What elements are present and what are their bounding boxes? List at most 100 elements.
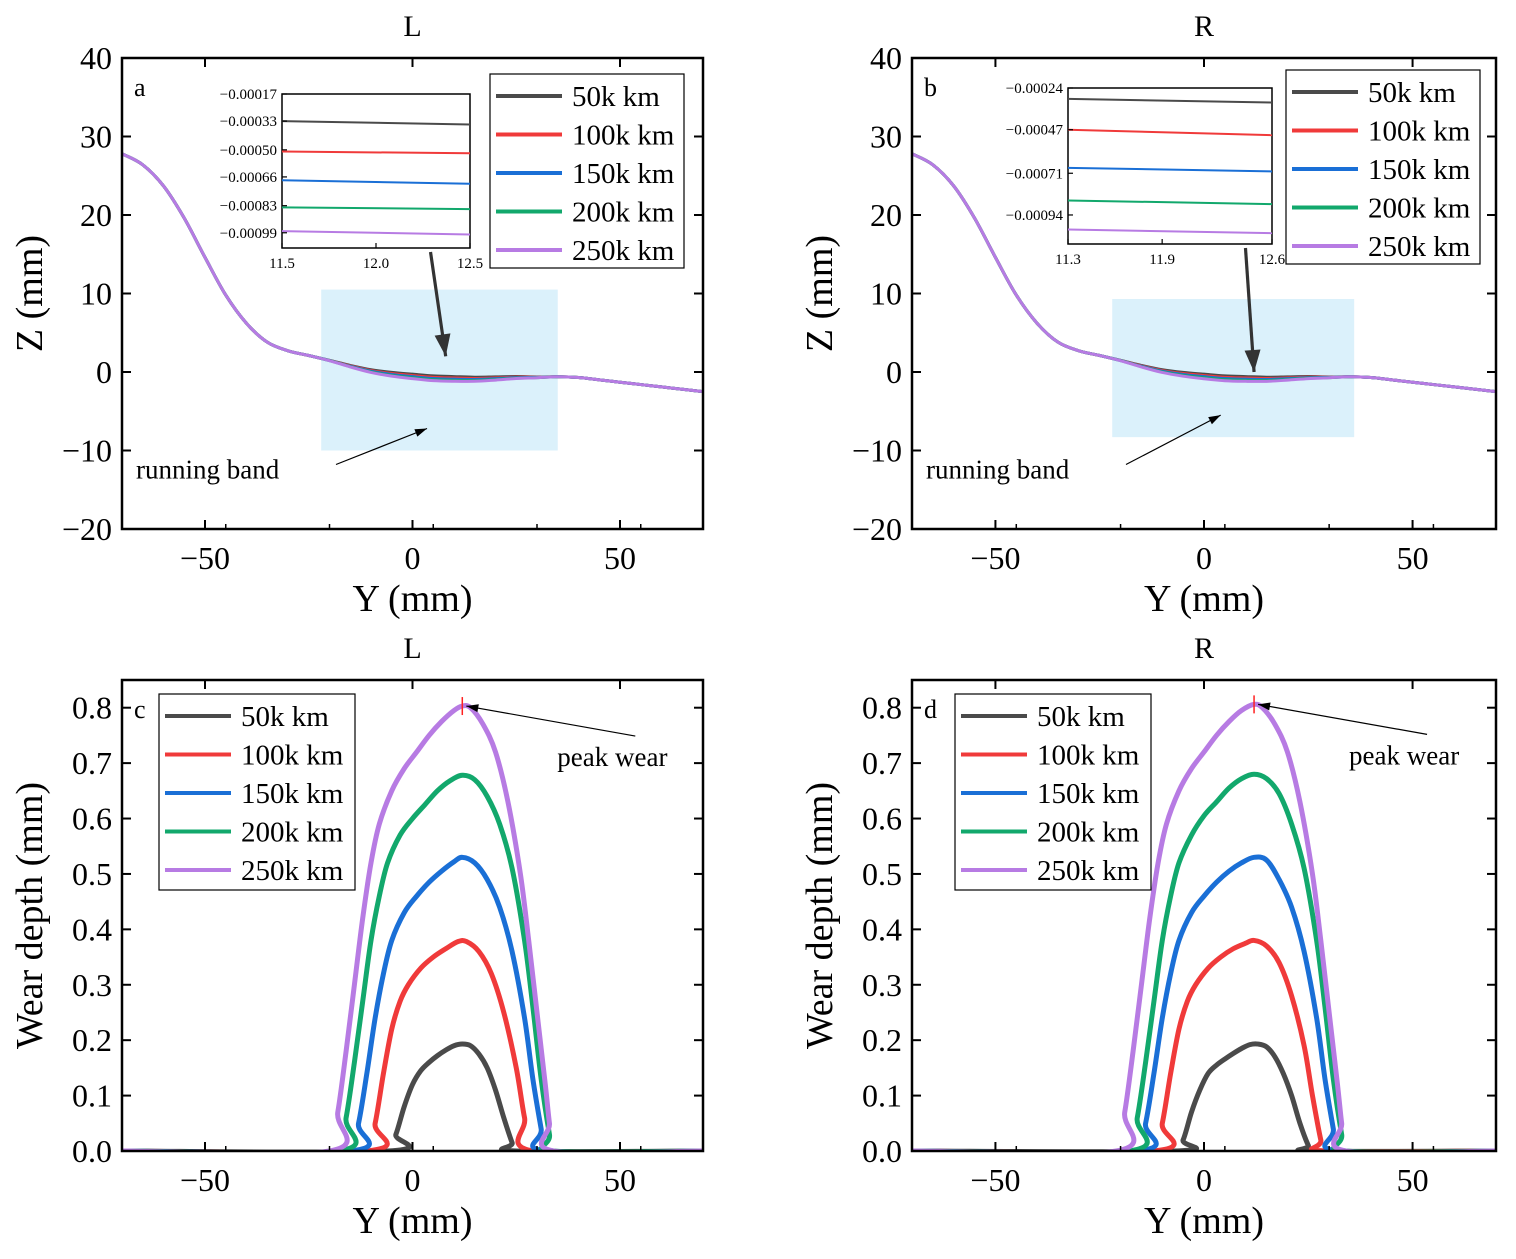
x-tick-label: 0 [1196, 1162, 1212, 1198]
y-tick-label: 0.4 [72, 911, 112, 947]
inset-frame [1067, 87, 1273, 245]
running-band-label: running band [136, 455, 280, 485]
inset-line-100k km [281, 150, 471, 155]
inset-zoom-arrowhead [434, 333, 451, 357]
y-tick-label: 30 [80, 119, 112, 155]
y-tick-label: −20 [852, 511, 902, 547]
y-tick-label: 0.6 [862, 801, 902, 837]
wear-line-250k km [122, 703, 703, 1151]
running-band-arrowhead [414, 428, 428, 437]
panel-a-legend: 50k km 100k km 150k km 200k km 250k km [489, 73, 685, 269]
peak-wear-label: peak wear [1349, 740, 1459, 770]
x-axis-title: Y (mm) [353, 1200, 473, 1242]
wear-line-250k km [912, 701, 1496, 1151]
y-tick-label: 0.5 [862, 856, 902, 892]
x-tick-label: 0 [405, 1162, 421, 1198]
wear-line-50k km [122, 1041, 703, 1151]
legend-label: 200k km [1037, 817, 1140, 849]
running-band-label: running band [926, 455, 1070, 485]
inset-y-tick-label: −0.00071 [1006, 166, 1063, 182]
y-tick-label: 10 [870, 276, 902, 312]
inset-x-tick-label: 12.6 [1259, 252, 1286, 268]
panel-a-axes: −50 0 50 −20 −10 0 10 20 30 40 L Y (mm) Z (mm) a [9, 10, 705, 620]
y-tick-label: 0.5 [72, 856, 112, 892]
profile-line-250k km [122, 152, 703, 394]
inset-x-tick-label: 12.5 [457, 256, 483, 272]
y-tick-label: 40 [80, 40, 112, 76]
y-tick-label: 0.3 [72, 967, 112, 1003]
inset-y-tick-label: −0.00033 [220, 114, 277, 130]
panel-title: R [1194, 632, 1214, 665]
running-band-arrow [335, 427, 428, 466]
wear-line-200k km [912, 771, 1496, 1151]
y-tick-label: 0.6 [72, 801, 112, 837]
x-tick-label: −50 [180, 540, 230, 576]
x-tick-label: 50 [1397, 540, 1429, 576]
y-tick-label: 0.2 [862, 1022, 902, 1058]
legend-label: 150k km [1037, 778, 1140, 810]
legend-label: 100k km [1037, 740, 1140, 772]
inset-y-tick-label: −0.00017 [220, 87, 278, 103]
legend-label: 250k km [241, 855, 344, 887]
y-tick-label: 20 [80, 197, 112, 233]
legend-label: 50k km [241, 701, 329, 733]
y-tick-label: 0 [886, 354, 902, 390]
panel-letter: d [924, 695, 937, 724]
panel-c-plot [122, 703, 703, 1151]
x-tick-label: 50 [604, 1162, 636, 1198]
y-tick-label: −20 [62, 511, 112, 547]
inset-y-tick-label: −0.00024 [1006, 81, 1064, 97]
y-tick-label: 0 [96, 354, 112, 390]
peak-wear-arrow [466, 705, 636, 737]
x-tick-label: −50 [180, 1162, 230, 1198]
panel-b-legend: 50k km 100k km 150k km 200k km 250k km [1285, 69, 1481, 265]
legend-label: 50k km [1037, 701, 1125, 733]
x-axis-title: Y (mm) [1144, 1200, 1264, 1242]
inset-line-250k km [281, 230, 471, 236]
inset-line-50k km [1067, 97, 1273, 104]
y-tick-label: 30 [870, 119, 902, 155]
legend-label: 250k km [1037, 855, 1140, 887]
wear-line-50k km [912, 1041, 1496, 1151]
y-axis-title: Wear depth (mm) [799, 782, 841, 1049]
x-axis-title: Y (mm) [353, 578, 473, 620]
panel-letter: c [134, 695, 146, 724]
peak-wear-label: peak wear [557, 742, 667, 772]
panel-b-inset: −0.00024 −0.00047 −0.00071 −0.00094 11.3 11.9… [1006, 81, 1286, 268]
legend-label: 200k km [572, 197, 675, 229]
y-tick-label: 0.0 [72, 1133, 112, 1169]
y-tick-label: 0.1 [862, 1078, 902, 1114]
inset-line-100k km [1067, 128, 1273, 137]
inset-x-tick-label: 11.3 [1055, 252, 1081, 268]
panel-c-legend: 50k km 100k km 150k km 200k km 250k km [158, 693, 356, 891]
inset-y-tick-label: −0.00083 [220, 199, 277, 215]
inset-line-50k km [281, 120, 471, 126]
y-tick-label: −10 [62, 433, 112, 469]
peak-wear-arrow [1257, 703, 1428, 735]
inset-line-150k km [281, 179, 471, 185]
panel-c-axes: −50 0 50 0.0 0.1 0.2 0.3 0.4 0.5 0.6 0.7 0.8 L Y (mm)… [9, 632, 705, 1242]
y-tick-label: 0.7 [862, 745, 902, 781]
running-band-arrow [1125, 414, 1221, 466]
y-tick-label: 0.2 [72, 1022, 112, 1058]
y-tick-label: 0.8 [862, 690, 902, 726]
inset-y-tick-label: −0.00047 [1006, 123, 1064, 139]
inset-y-tick-label: −0.00066 [220, 170, 278, 186]
legend-label: 200k km [1368, 193, 1471, 225]
inset-frame [281, 93, 471, 249]
y-tick-label: 0.8 [72, 690, 112, 726]
inset-x-tick-label: 11.5 [269, 256, 295, 272]
inset-zoom-arrowhead [1244, 349, 1261, 372]
y-tick-label: 0.1 [72, 1078, 112, 1114]
panel-title: L [403, 632, 421, 665]
profile-line-250k km [912, 152, 1496, 394]
y-tick-label: 0.4 [862, 911, 902, 947]
panel-d-axes: −50 0 50 0.0 0.1 0.2 0.3 0.4 0.5 0.6 0.7 0.8 R Y (mm)… [799, 632, 1498, 1242]
legend-label: 50k km [572, 81, 660, 113]
y-axis-title: Z (mm) [799, 235, 841, 352]
x-tick-label: 0 [405, 540, 421, 576]
legend-label: 150k km [241, 778, 344, 810]
inset-y-tick-label: −0.00050 [220, 143, 277, 159]
legend-label: 100k km [241, 740, 344, 772]
